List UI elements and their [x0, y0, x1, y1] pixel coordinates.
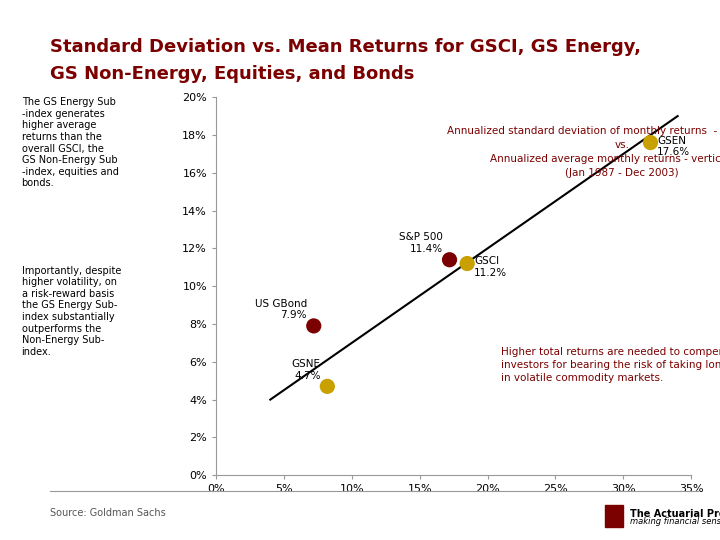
Text: Annualized standard deviation of monthly returns  - horizontal axis
vs.
Annualiz: Annualized standard deviation of monthly…	[447, 126, 720, 178]
Point	[444, 255, 455, 264]
Text: The GS Energy Sub
-index generates
higher average
returns than the
overall GSCI,: The GS Energy Sub -index generates highe…	[22, 97, 119, 188]
Text: Standard Deviation vs. Mean Returns for GSCI, GS Energy,: Standard Deviation vs. Mean Returns for …	[50, 38, 642, 56]
Text: Higher total returns are needed to compensate financial
investors for bearing th: Higher total returns are needed to compe…	[501, 347, 720, 383]
Point	[644, 138, 656, 147]
Text: S&P 500
11.4%: S&P 500 11.4%	[399, 232, 443, 254]
Text: US GBond
7.9%: US GBond 7.9%	[255, 299, 307, 320]
Text: GS Non-Energy, Equities, and Bonds: GS Non-Energy, Equities, and Bonds	[50, 65, 415, 83]
Point	[308, 322, 320, 330]
Text: Importantly, despite
higher volatility, on
a risk-reward basis
the GS Energy Sub: Importantly, despite higher volatility, …	[22, 266, 121, 357]
Text: making financial sense of the future: making financial sense of the future	[630, 517, 720, 526]
Text: GSCI
11.2%: GSCI 11.2%	[474, 256, 507, 278]
Point	[462, 259, 473, 268]
Text: Source: Goldman Sachs: Source: Goldman Sachs	[50, 508, 166, 518]
Text: GSNE
4.7%: GSNE 4.7%	[292, 359, 320, 381]
Point	[322, 382, 333, 391]
Text: The Actuarial Profession: The Actuarial Profession	[630, 509, 720, 519]
Text: GSEN
17.6%: GSEN 17.6%	[657, 136, 690, 157]
